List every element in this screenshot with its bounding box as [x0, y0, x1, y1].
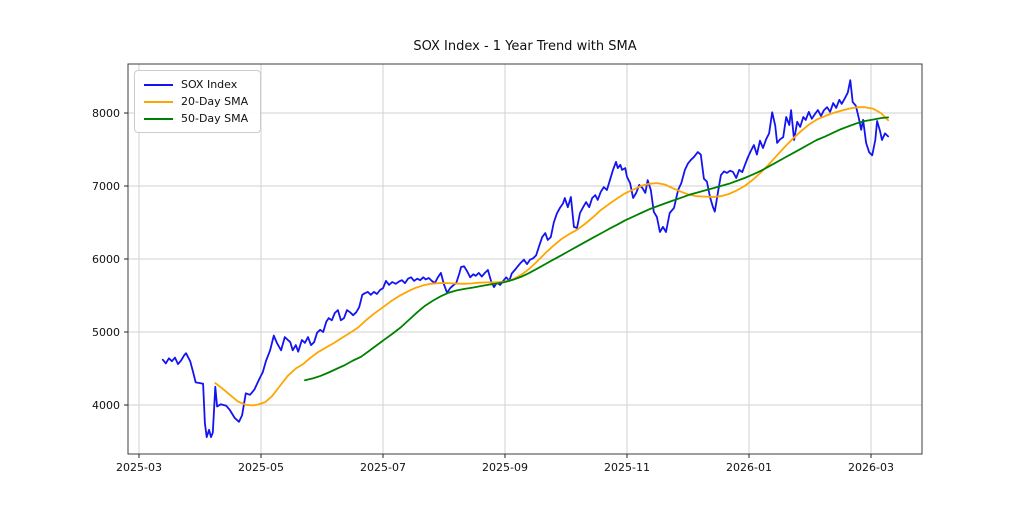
legend-entry-sox-index: SOX Index [144, 78, 248, 91]
x-tick-label: 2025-03 [116, 461, 162, 474]
x-tick-label: 2026-01 [726, 461, 772, 474]
x-tick-label: 2025-07 [360, 461, 406, 474]
legend-entry-20-day-sma: 20-Day SMA [144, 95, 248, 108]
x-tick-label: 2026-03 [848, 461, 894, 474]
x-tick-label: 2025-09 [482, 461, 528, 474]
legend-label: SOX Index [181, 78, 238, 91]
legend-box: SOX Index 20-Day SMA 50-Day SMA [134, 70, 262, 133]
y-tick-label: 6000 [92, 253, 120, 266]
y-tick-label: 4000 [92, 399, 120, 412]
y-tick-label: 5000 [92, 326, 120, 339]
y-tick-label: 7000 [92, 180, 120, 193]
x-tick-label: 2025-11 [604, 461, 650, 474]
legend-label: 20-Day SMA [181, 95, 249, 108]
legend-label: 50-Day SMA [181, 112, 249, 125]
sma50-line-swatch-icon [144, 117, 173, 120]
legend-entry-50-day-sma: 50-Day SMA [144, 112, 248, 125]
series-line-50-day-sma [303, 116, 889, 382]
sma20-line-swatch-icon [144, 100, 173, 103]
x-tick-label: 2025-05 [238, 461, 284, 474]
y-tick-label: 8000 [92, 107, 120, 120]
series-line-20-day-sma [214, 106, 889, 407]
chart-title: SOX Index - 1 Year Trend with SMA [413, 39, 637, 54]
sox-index-line-swatch-icon [144, 83, 173, 86]
series-line-sox-index [161, 79, 889, 439]
